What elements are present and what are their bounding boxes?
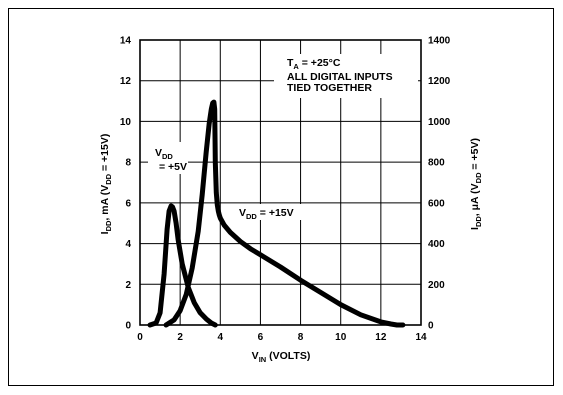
left-axis-ticks: 0 2 4 6 8 10 12 14 [120,36,132,332]
right-tick-label: 0 [428,321,434,332]
right-tick-label: 600 [428,198,445,209]
left-tick-label: 2 [125,280,131,291]
right-tick-label: 1000 [428,117,451,128]
x-tick-label: 4 [218,332,224,343]
left-tick-label: 0 [125,321,131,332]
right-tick-label: 400 [428,239,445,250]
vdd-5v-value: = +5V [159,161,187,173]
left-tick-label: 8 [125,158,131,169]
right-axis-ticks: 0 200 400 600 800 1000 1200 1400 [428,36,451,332]
left-tick-label: 10 [120,117,132,128]
x-tick-label: 10 [335,332,347,343]
x-tick-label: 2 [177,332,183,343]
left-tick-label: 14 [120,36,132,47]
right-tick-label: 1400 [428,36,451,47]
x-tick-label: 0 [137,332,143,343]
tied-together-annotation: TIED TOGETHER [287,82,372,94]
x-tick-label: 8 [298,332,304,343]
left-y-axis-label: IDD, mA (VDD = +15V) [99,134,113,235]
x-tick-label: 14 [415,332,427,343]
left-tick-label: 4 [125,239,131,250]
x-tick-label: 12 [375,332,387,343]
right-tick-label: 800 [428,158,445,169]
right-tick-label: 200 [428,280,445,291]
x-axis-ticks: 0 2 4 6 8 10 12 14 [137,332,427,343]
right-tick-label: 1200 [428,76,451,87]
left-tick-label: 6 [125,198,131,209]
right-y-axis-label: IDD, μA (VDD = +5V) [469,138,483,230]
x-tick-label: 6 [258,332,264,343]
x-axis-label: VIN (VOLTS) [252,350,311,364]
left-tick-label: 12 [120,76,132,87]
